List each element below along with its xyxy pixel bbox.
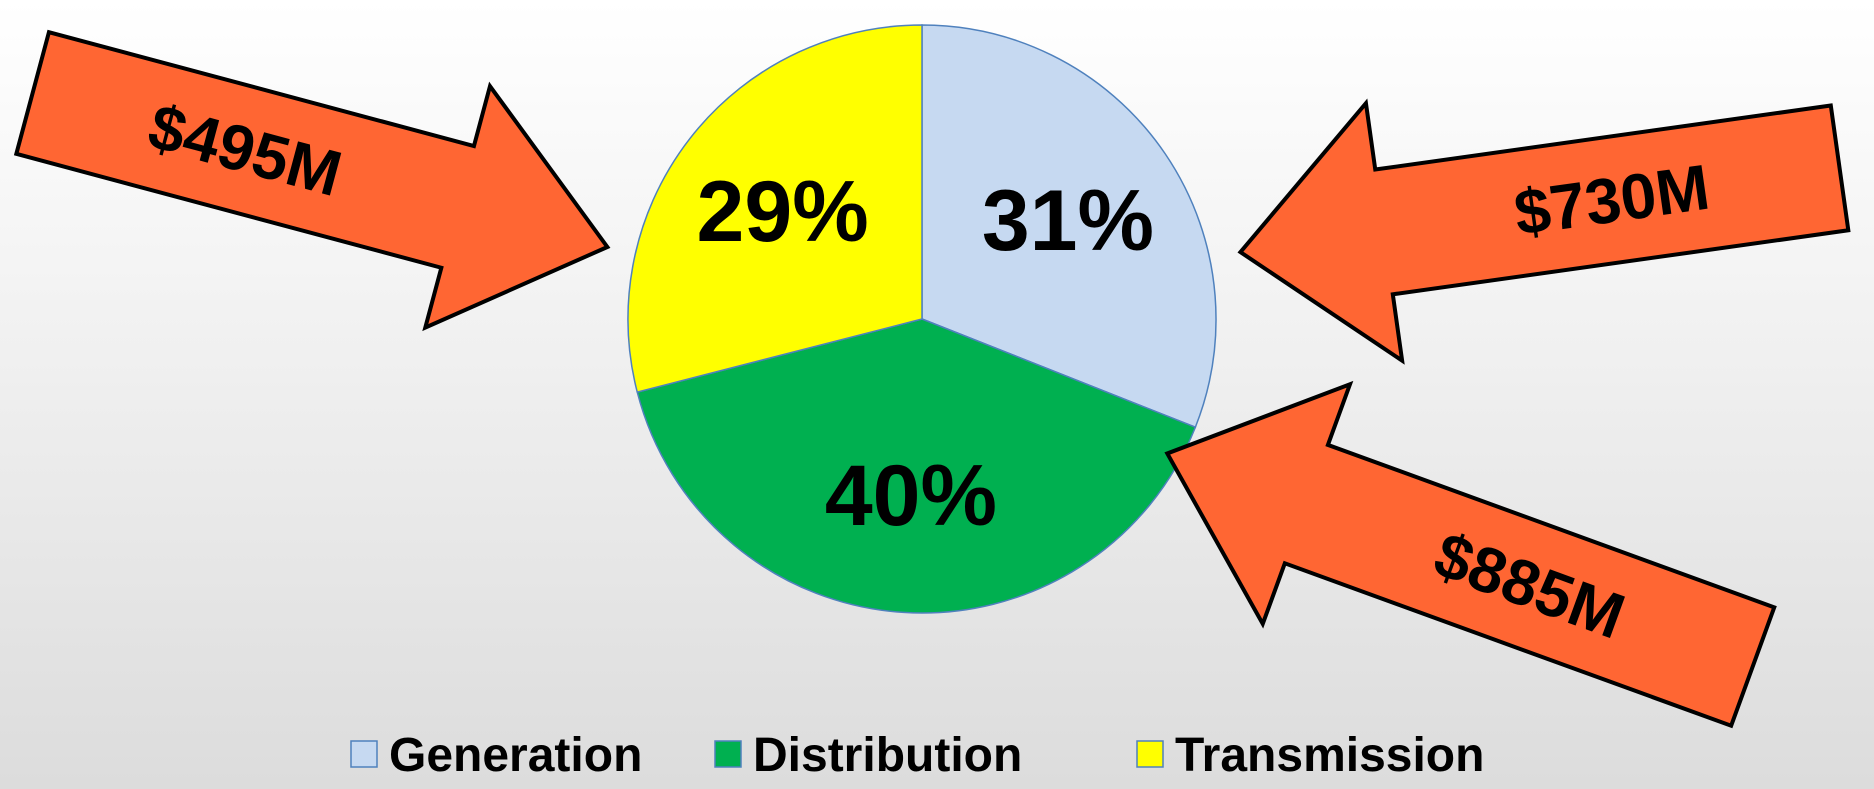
pie-slices [627,24,1217,614]
slice-label-transmission: 29% [697,164,869,260]
legend-label-generation: Generation [389,729,642,782]
legend-item-transmission: Transmission [1136,729,1484,782]
callout-arrow-generation: $730M [1237,98,1851,365]
legend-item-generation: Generation [350,729,642,782]
slice-label-generation: 31% [982,173,1154,269]
slice-label-distribution: 40% [825,448,997,544]
legend-swatch-generation [350,740,378,768]
arrow-shape [1237,98,1851,365]
legend-label-distribution: Distribution [753,729,1022,782]
legend-label-transmission: Transmission [1175,729,1484,782]
legend-swatch-transmission [1136,740,1164,768]
arrow-shape [1164,380,1777,729]
callout-arrow-transmission: $495M [13,29,611,332]
arrow-shape [13,29,611,332]
pie-slice-distribution [636,318,1197,614]
legend: Generation Distribution Transmission [350,729,1484,782]
legend-item-distribution: Distribution [714,729,1022,782]
pie-slice-generation [921,24,1217,429]
callout-arrow-distribution: $885M [1164,380,1777,729]
slice-labels: 31% 40% 29% [697,164,1154,544]
pie-slice-transmission [627,24,923,394]
legend-swatch-distribution [714,740,742,768]
